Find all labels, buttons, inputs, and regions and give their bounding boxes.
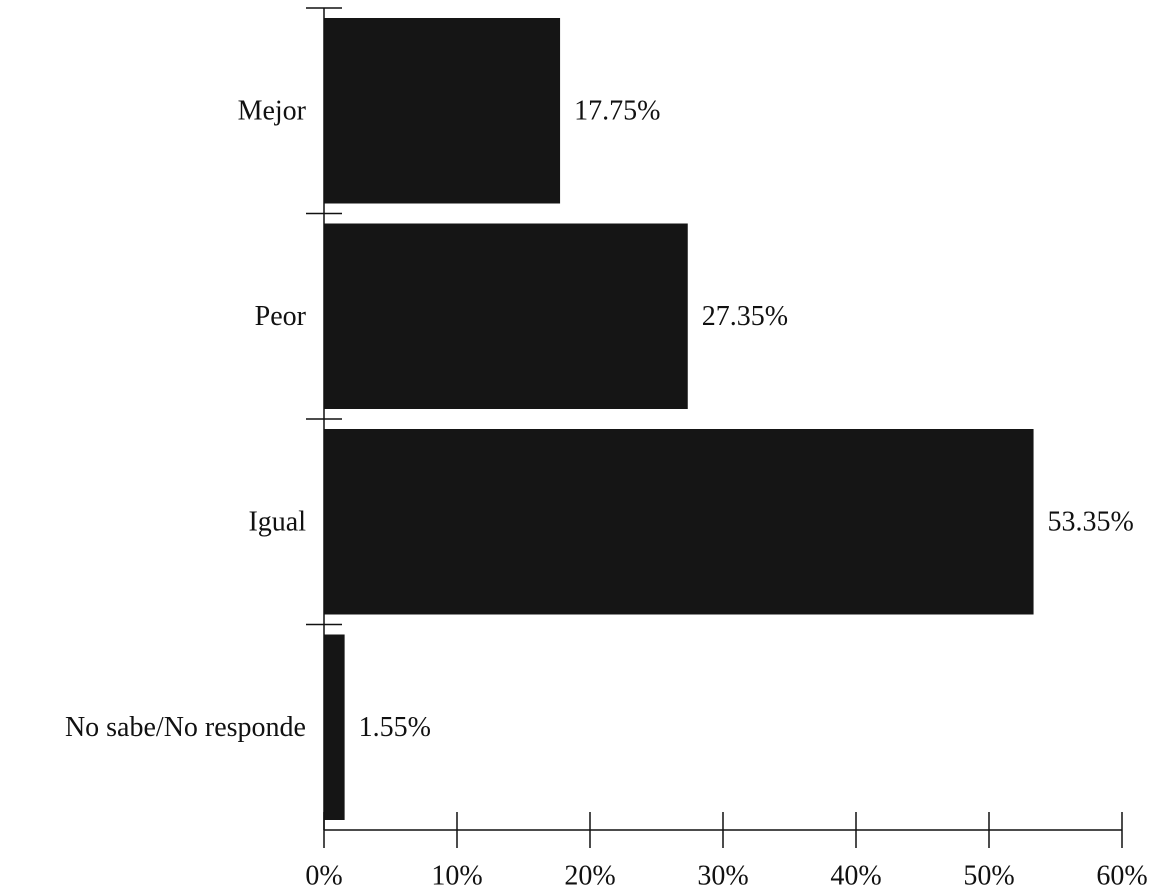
x-tick-label: 50% xyxy=(963,861,1014,892)
bar xyxy=(324,429,1034,615)
x-tick-label: 0% xyxy=(305,861,342,892)
category-label: Mejor xyxy=(238,95,307,126)
category-label: No sabe/No responde xyxy=(65,712,306,743)
data-label: 53.35% xyxy=(1048,506,1134,537)
data-labels-group: 17.75% 27.35% 53.35% 1.55% xyxy=(359,95,1134,743)
x-tick-label: 40% xyxy=(830,861,881,892)
y-ticks-group xyxy=(306,7,342,626)
x-tick-label: 30% xyxy=(697,861,748,892)
bar xyxy=(324,223,688,409)
x-tick-label: 10% xyxy=(431,861,482,892)
x-ticks-group: 0% 10% 20% 30% 40% 50% 60% xyxy=(305,812,1148,892)
category-labels-group: Mejor Peor Igual No sabe/No responde xyxy=(65,95,307,743)
x-tick-label: 60% xyxy=(1096,861,1147,892)
data-label: 27.35% xyxy=(702,301,788,332)
data-label: 17.75% xyxy=(574,95,660,126)
data-label: 1.55% xyxy=(359,712,431,743)
category-label: Peor xyxy=(255,301,307,332)
x-tick-label: 20% xyxy=(564,861,615,892)
category-label: Igual xyxy=(248,506,306,537)
bar xyxy=(324,18,561,204)
bar xyxy=(324,634,345,820)
bars-group xyxy=(324,18,1034,820)
